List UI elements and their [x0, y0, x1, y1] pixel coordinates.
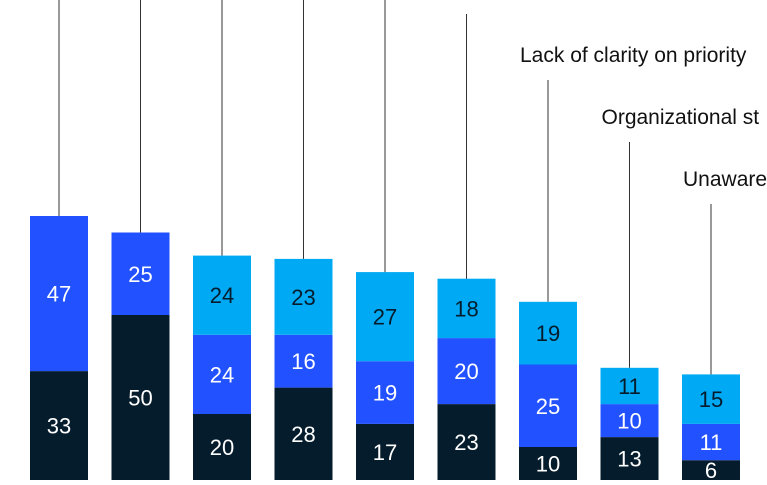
- data-label-5-series-0: 23: [454, 430, 478, 455]
- data-label-1-series-0: 50: [128, 386, 152, 411]
- data-label-8-series-2: 15: [699, 387, 723, 412]
- data-label-3-series-0: 28: [291, 422, 315, 447]
- bar-segment-2-series-1: [193, 334, 251, 414]
- bar-segment-4-series-2: [356, 272, 414, 362]
- bar-segment-7-series-1: [600, 404, 659, 438]
- annotation-label-2: Unaware: [683, 168, 767, 191]
- data-label-2-series-1: 24: [210, 362, 234, 387]
- data-label-4-series-0: 17: [373, 440, 397, 465]
- data-label-2-series-2: 24: [210, 283, 234, 308]
- bar-segment-6-series-1: [519, 364, 577, 447]
- bar-segment-8-series-1: [682, 423, 740, 461]
- bar-segment-2-series-0: [193, 414, 251, 480]
- data-label-1-series-1: 25: [128, 262, 152, 287]
- data-label-3-series-1: 16: [291, 349, 315, 374]
- data-label-7-series-1: 10: [617, 409, 641, 434]
- data-label-5-series-2: 18: [454, 296, 478, 321]
- annotation-label-1: Organizational st: [602, 106, 760, 129]
- bar-segment-0-series-1: [30, 216, 88, 372]
- bar-segment-6-series-2: [519, 301, 577, 365]
- bar-segment-7-series-0: [600, 437, 659, 480]
- bar-segment-5-series-2: [437, 278, 496, 339]
- bar-segment-8-series-0: [682, 460, 740, 480]
- data-label-8-series-1: 11: [700, 430, 723, 455]
- bar-segment-5-series-1: [437, 338, 496, 405]
- bar-segment-5-series-0: [437, 404, 496, 480]
- data-label-3-series-2: 23: [291, 285, 315, 310]
- data-label-8-series-0: 6: [705, 458, 717, 480]
- bar-segment-0-series-0: [30, 371, 88, 480]
- bar-segment-6-series-0: [519, 447, 577, 480]
- annotation-label-0: Lack of clarity on priority: [520, 44, 747, 67]
- bar-segment-3-series-1: [274, 334, 333, 388]
- bar-segment-7-series-2: [600, 367, 659, 405]
- data-label-4-series-2: 27: [373, 305, 397, 330]
- bar-segment-3-series-2: [274, 258, 333, 335]
- data-label-4-series-1: 19: [373, 381, 397, 406]
- bar-segment-4-series-1: [356, 361, 414, 424]
- bar-segment-8-series-2: [682, 374, 740, 424]
- bar-segment-1-series-0: [111, 315, 170, 480]
- data-label-0-series-1: 47: [47, 282, 71, 307]
- data-label-6-series-0: 10: [536, 452, 560, 477]
- data-label-7-series-2: 11: [618, 374, 641, 399]
- data-label-6-series-1: 25: [536, 394, 560, 419]
- bar-segment-1-series-1: [111, 232, 170, 315]
- data-label-6-series-2: 19: [536, 321, 560, 346]
- bar-segment-2-series-2: [193, 255, 251, 335]
- data-label-0-series-0: 33: [47, 414, 71, 439]
- bar-segment-4-series-0: [356, 423, 414, 480]
- data-label-5-series-1: 20: [454, 359, 478, 384]
- data-label-7-series-0: 13: [617, 447, 641, 472]
- data-label-2-series-0: 20: [210, 435, 234, 460]
- bar-segment-3-series-0: [274, 387, 333, 480]
